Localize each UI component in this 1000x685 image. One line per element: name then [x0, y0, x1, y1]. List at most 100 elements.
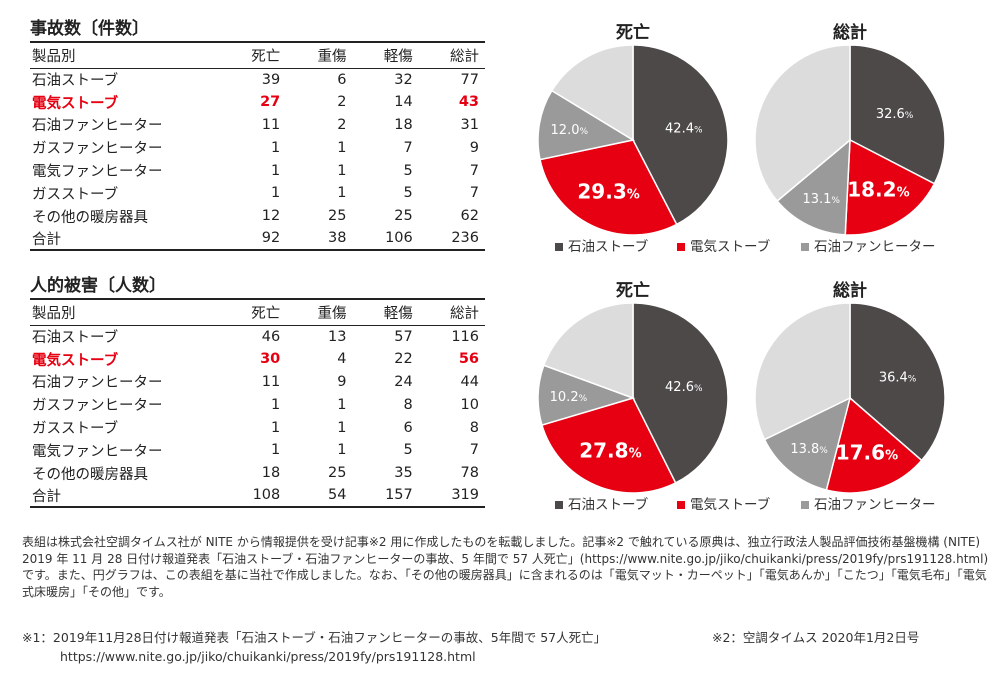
- value-cell: 62: [460, 208, 479, 225]
- value-cell: 116: [451, 328, 479, 345]
- slice-value-label: 18.2%: [847, 177, 909, 201]
- value-cell: 1: [337, 442, 347, 459]
- legend-swatch: [555, 243, 563, 251]
- column-header: 製品別: [30, 41, 220, 69]
- slice-oil-stove: [849, 302, 946, 462]
- legend-swatch: [677, 243, 685, 251]
- legend-swatch: [801, 243, 809, 251]
- value-cell: 78: [460, 465, 479, 482]
- table-row: その他の暖房器具 18 25 35 78: [30, 462, 485, 485]
- value-cell: 22: [394, 351, 413, 368]
- column-header: 重傷: [286, 298, 353, 326]
- slice-electric-stove: [825, 396, 923, 494]
- legend-swatch: [555, 501, 563, 509]
- slice-electric-stove: [541, 397, 677, 494]
- legend-label: 電気ストーブ: [690, 496, 771, 513]
- casualty-count-table: 製品別 死亡 重傷 軽傷 総計 石油ストーブ 46 13 57 116 電気ストーブ 30 4 22 56…: [30, 298, 485, 509]
- legend-label: 電気ストーブ: [690, 238, 771, 255]
- casualty-count-table-block: 人的被害〔人数〕 製品別 死亡 重傷 軽傷 総計 石油ストーブ 46 13 57 116 電気スト…: [30, 274, 485, 509]
- column-header: 死亡: [220, 298, 287, 326]
- table-row: 電気ファンヒーター 1 1 5 7: [30, 439, 485, 462]
- slice-electric-stove: [844, 138, 936, 236]
- value-cell: 2: [337, 116, 347, 133]
- slice-oil-stove: [632, 302, 729, 484]
- column-header: 製品別: [30, 298, 220, 326]
- value-cell: 39: [261, 71, 281, 88]
- value-cell: 9: [337, 373, 347, 390]
- value-cell: 5: [403, 442, 413, 459]
- slice-value-label: 42.6%: [665, 380, 703, 395]
- table-row: 電気ストーブ 27 2 14 43: [30, 91, 485, 114]
- value-cell: 4: [337, 351, 347, 368]
- product-cell: ガスファンヒーター: [32, 398, 163, 415]
- table-row: 石油ストーブ 46 13 57 116: [30, 325, 485, 348]
- value-cell: 27: [260, 94, 281, 111]
- legend-swatch: [677, 501, 685, 509]
- slice-value-label: 36.4%: [879, 370, 917, 385]
- value-cell: 44: [460, 373, 479, 390]
- table-row: 電気ファンヒーター 1 1 5 7: [30, 159, 485, 182]
- value-cell: 319: [418, 484, 485, 509]
- value-cell: 157: [352, 484, 419, 509]
- slice-oil-fan-heater: [537, 89, 636, 161]
- product-cell: 石油ストーブ: [32, 73, 119, 90]
- value-cell: 2: [337, 94, 347, 111]
- percent-unit: %: [629, 446, 642, 461]
- value-cell: 56: [458, 351, 479, 368]
- value-cell: 18: [394, 116, 413, 133]
- table-header-row: 製品別 死亡 重傷 軽傷 総計: [30, 41, 485, 69]
- percent-unit: %: [579, 127, 588, 137]
- column-header: 軽傷: [352, 41, 419, 69]
- slice-oil-fan-heater: [776, 138, 851, 236]
- table-row: ガスファンヒーター 1 1 7 9: [30, 136, 485, 159]
- value-cell: 77: [460, 71, 479, 88]
- value-cell: 31: [460, 116, 479, 133]
- value-cell: 25: [394, 208, 413, 225]
- value-cell: 106: [352, 227, 419, 252]
- slice-value-label: 10.2%: [550, 390, 588, 405]
- slice-other: [754, 44, 851, 203]
- product-cell: 石油ストーブ: [32, 330, 119, 347]
- percent-unit: %: [885, 448, 898, 463]
- pie-title: 総計: [833, 280, 867, 301]
- product-cell: 石油ファンヒーター: [32, 118, 163, 135]
- value-cell: 57: [394, 328, 413, 345]
- pie-title: 総計: [833, 22, 867, 43]
- casualty-pie-svg: 死亡42.6%27.8%10.2%総計36.4%17.6%13.8%石油ストーブ…: [537, 280, 946, 513]
- value-cell: 10: [460, 396, 479, 413]
- product-cell: 電気ストーブ: [32, 352, 119, 369]
- value-cell: 1: [337, 419, 347, 436]
- slice-electric-stove: [539, 139, 678, 236]
- pie-title: 死亡: [616, 22, 650, 43]
- slice-value-label: 32.6%: [876, 107, 914, 122]
- column-header: 総計: [418, 298, 485, 326]
- value-cell: 108: [220, 484, 287, 509]
- column-header: 死亡: [220, 41, 287, 69]
- value-cell: 11: [261, 373, 281, 390]
- product-cell: 合計: [30, 484, 220, 509]
- table-row: 石油ストーブ 39 6 32 77: [30, 68, 485, 91]
- chart-legend: 石油ストーブ 電気ストーブ 石油ファンヒーター: [555, 496, 936, 513]
- reference-1-title: ※1：2019年11月28日付け報道発表「石油ストーブ・石油ファンヒーターの事故…: [22, 630, 607, 645]
- value-cell: 1: [337, 185, 347, 202]
- value-cell: 12: [261, 208, 281, 225]
- value-cell: 9: [469, 139, 479, 156]
- percent-unit: %: [694, 126, 703, 136]
- value-cell: 1: [337, 162, 347, 179]
- value-cell: 35: [394, 465, 413, 482]
- percent-unit: %: [694, 384, 703, 394]
- reference-2: ※2：空調タイムス 2020年1月2日号: [712, 630, 920, 645]
- percent-unit: %: [908, 374, 917, 384]
- slice-other: [754, 302, 851, 441]
- value-cell: 13: [328, 328, 347, 345]
- product-cell: 石油ファンヒーター: [32, 375, 163, 392]
- value-cell: 8: [469, 419, 479, 436]
- column-header: 軽傷: [352, 298, 419, 326]
- slice-value-label: 42.4%: [665, 122, 703, 137]
- accident-count-table-block: 事故数〔件数〕 製品別 死亡 重傷 軽傷 総計 石油ストーブ 39 6 32 77 電気ストーブ 2…: [30, 17, 485, 252]
- source-footnote: 表組は株式会社空調タイムス社が NITE から情報提供を受け記事※2 用に作成し…: [22, 535, 989, 599]
- table-row: 石油ファンヒーター 11 9 24 44: [30, 371, 485, 394]
- table-row: ガスファンヒーター 1 1 8 10: [30, 393, 485, 416]
- percent-unit: %: [627, 188, 640, 203]
- reference-1: ※1：2019年11月28日付け報道発表「石油ストーブ・石油ファンヒーターの事故…: [22, 628, 606, 666]
